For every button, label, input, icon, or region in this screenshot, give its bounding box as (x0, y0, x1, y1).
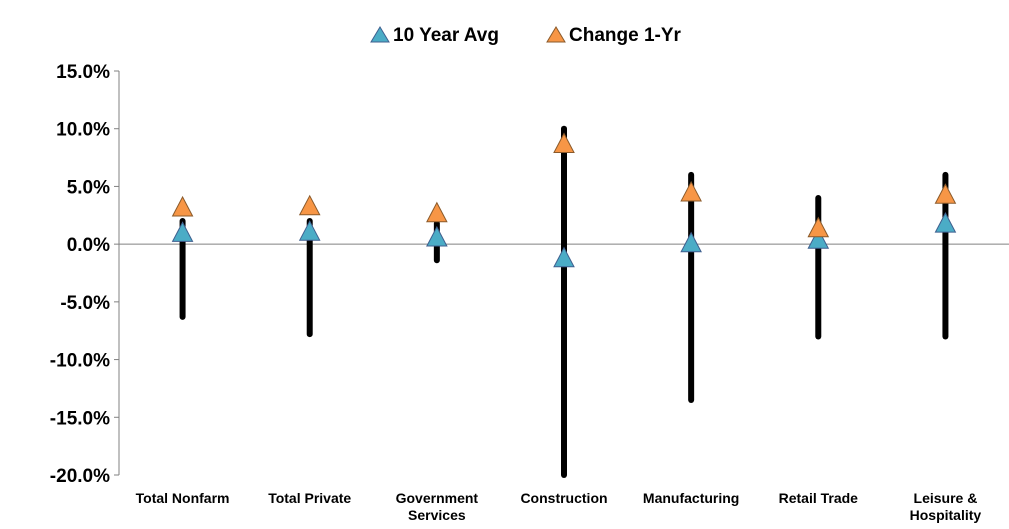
legend-label-change-1-yr: Change 1-Yr (569, 25, 682, 46)
x-tick-label: Manufacturing (643, 490, 739, 506)
marker-10-year-avg (298, 220, 321, 241)
legend-marker-change-1-yr (546, 26, 566, 43)
x-tick-label-line: Government (396, 490, 479, 506)
marker-10-year-avg (171, 221, 194, 242)
y-tick-label: -15.0% (50, 408, 110, 429)
legend: 10 Year Avg Change 1-Yr (370, 25, 682, 46)
x-tick-label: Retail Trade (779, 490, 859, 506)
range-bars (179, 125, 949, 478)
x-tick-label: Total Private (268, 490, 351, 506)
x-tick-label: Government Services (396, 490, 479, 523)
marker-change-1-yr (298, 194, 321, 216)
x-tick-label-line: Total Nonfarm (136, 490, 230, 506)
legend-item-change-1-yr: Change 1-Yr (546, 25, 682, 46)
legend-marker-10-year-avg (370, 26, 390, 43)
x-tick-label-line: Hospitality (910, 507, 982, 523)
marker-change-1-yr (807, 216, 830, 238)
x-axis: Total Nonfarm Total Private Government Serv… (119, 243, 1009, 523)
x-tick-label-line: Services (408, 507, 466, 523)
marker-change-1-yr (426, 201, 448, 223)
y-tick-label: -10.0% (50, 351, 110, 372)
x-tick-label-line: Construction (520, 490, 607, 506)
x-tick-label: Leisure & Hospitality (910, 490, 982, 523)
marker-change-1-yr (171, 195, 194, 217)
marker-change-1-yr (934, 183, 957, 204)
marker-10-year-avg (553, 246, 575, 268)
x-tick-label: Construction (520, 490, 607, 506)
x-tick-label-line: Total Private (268, 490, 351, 506)
y-tick-label: -5.0% (60, 293, 110, 314)
marker-10-year-avg (680, 231, 702, 253)
x-tick-label-line: Retail Trade (779, 490, 859, 506)
marker-10-year-avg (426, 225, 448, 247)
x-tick-label-line: Manufacturing (643, 490, 739, 506)
legend-item-10-year-avg: 10 Year Avg (370, 25, 499, 46)
marker-10-year-avg (934, 212, 957, 233)
y-tick-label: -20.0% (50, 466, 110, 487)
marker-change-1-yr (553, 132, 575, 153)
y-axis: 15.0% 10.0% 5.0% 0.0% -5.0% -10.0% -15.0% -20.0… (50, 62, 120, 487)
marker-change-1-yr (680, 180, 702, 202)
y-tick-label: 15.0% (56, 62, 110, 83)
y-tick-label: 5.0% (67, 177, 110, 198)
y-tick-label: 10.0% (56, 120, 110, 141)
series-markers (171, 132, 957, 268)
x-tick-label: Total Nonfarm (136, 490, 230, 506)
marker-10-year-avg (807, 228, 830, 249)
x-tick-label-line: Leisure & (914, 490, 978, 506)
legend-label-10-year-avg: 10 Year Avg (393, 25, 499, 46)
y-tick-label: 0.0% (67, 235, 110, 256)
